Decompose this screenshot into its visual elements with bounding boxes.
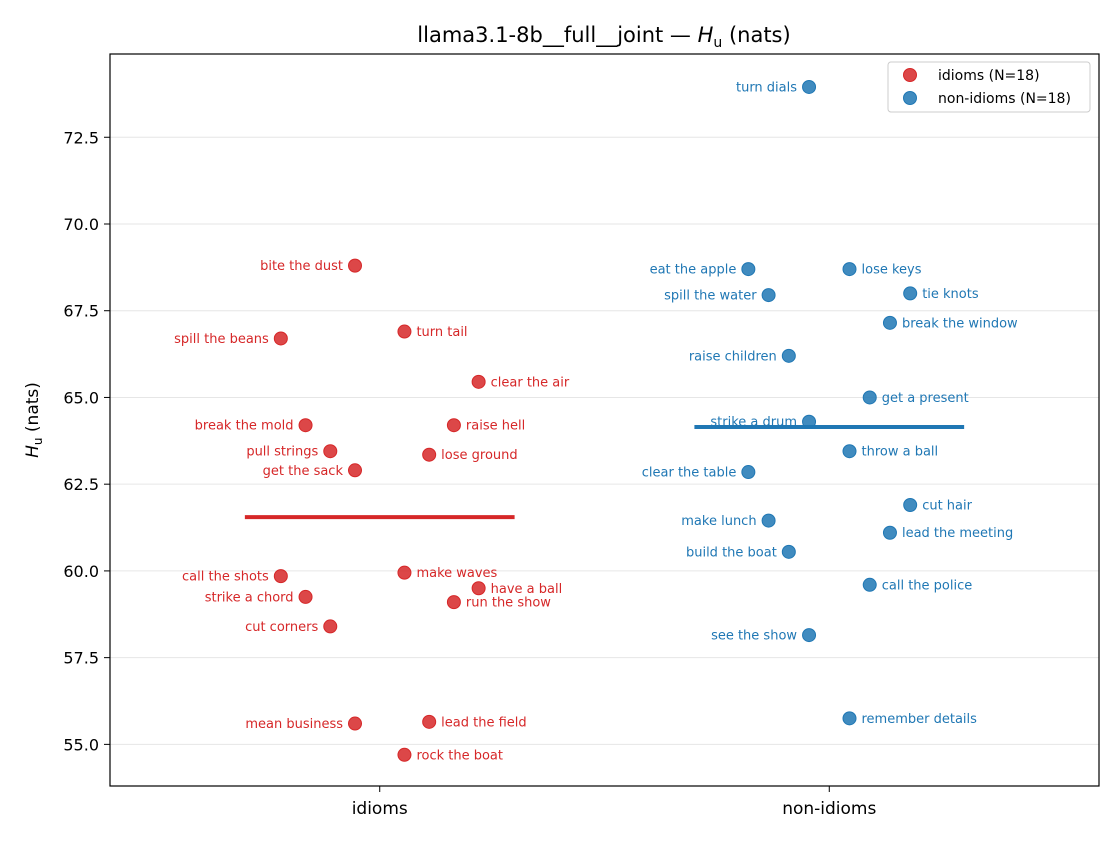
data-point — [903, 497, 918, 512]
legend: idioms (N=18) non-idioms (N=18) — [887, 61, 1091, 113]
data-point — [862, 390, 877, 405]
y-tick-label: 70.0 — [63, 215, 99, 234]
data-point — [422, 714, 437, 729]
point-label: tie knots — [922, 287, 979, 302]
point-label: mean business — [245, 717, 343, 732]
data-point — [422, 447, 437, 462]
point-label: break the mold — [195, 419, 294, 434]
x-tick-label: idioms — [352, 799, 408, 819]
point-label: clear the air — [491, 375, 570, 390]
point-label: call the shots — [182, 570, 269, 585]
y-tick-label: 60.0 — [63, 562, 99, 581]
data-point — [273, 331, 288, 346]
legend-marker — [903, 91, 917, 105]
data-point — [781, 348, 796, 363]
point-label: make lunch — [681, 514, 756, 529]
point-label: get the sack — [263, 464, 344, 479]
point-label: lose ground — [441, 448, 517, 463]
data-point — [446, 418, 461, 433]
data-point — [446, 595, 461, 610]
y-tick-label: 62.5 — [63, 475, 99, 494]
point-label: run the show — [466, 596, 551, 611]
point-label: turn dials — [736, 80, 797, 95]
point-label: spill the beans — [174, 332, 269, 347]
point-label: have a ball — [491, 582, 563, 597]
point-label: get a present — [882, 391, 969, 406]
data-point — [348, 716, 363, 731]
x-tick-label: non-idioms — [782, 799, 876, 819]
point-label: turn tail — [416, 325, 467, 340]
point-label: strike a chord — [205, 590, 294, 605]
point-label: strike a drum — [710, 415, 797, 430]
data-point — [323, 619, 338, 634]
point-label: see the show — [711, 629, 797, 644]
data-point — [348, 463, 363, 478]
legend-label: idioms (N=18) — [938, 68, 1040, 84]
data-point — [397, 565, 412, 580]
legend-label: non-idioms (N=18) — [938, 91, 1071, 107]
point-label: cut hair — [922, 498, 972, 513]
chart-title: llama3.1-8b__full__joint — Hu (nats) — [417, 23, 790, 51]
legend-marker — [903, 68, 917, 82]
point-label: lose keys — [862, 263, 922, 278]
data-point — [781, 544, 796, 559]
mean-lines — [244, 424, 965, 520]
data-point — [741, 262, 756, 277]
data-point — [397, 747, 412, 762]
data-point — [273, 569, 288, 584]
data-point — [323, 444, 338, 459]
data-point — [298, 418, 313, 433]
data-point — [397, 324, 412, 339]
data-point — [761, 288, 776, 303]
data-point — [471, 581, 486, 596]
y-tick-label: 55.0 — [63, 735, 99, 754]
data-point — [882, 525, 897, 540]
point-label: eat the apple — [650, 263, 737, 278]
data-point — [802, 79, 817, 94]
data-point — [348, 258, 363, 273]
data-point — [842, 262, 857, 277]
point-label: spill the water — [664, 289, 757, 304]
point-label: break the window — [902, 316, 1018, 331]
grid-lines — [110, 136, 1099, 745]
data-point — [882, 315, 897, 330]
point-label: raise hell — [466, 419, 525, 434]
point-labels: bite the dust spill the beans turn tail cle… — [174, 80, 1018, 763]
data-points — [273, 79, 918, 762]
data-point — [471, 374, 486, 389]
point-label: rock the boat — [416, 748, 503, 763]
point-label: remember details — [862, 712, 978, 727]
y-axis: 55.0 57.5 60.0 62.5 65.0 67.5 70.0 72.5 — [63, 128, 110, 754]
data-point — [862, 577, 877, 592]
data-point — [802, 628, 817, 643]
point-label: call the police — [882, 578, 973, 593]
y-tick-label: 72.5 — [63, 128, 99, 147]
y-tick-label: 65.0 — [63, 388, 99, 407]
data-point — [741, 465, 756, 480]
x-axis: idioms non-idioms — [352, 786, 876, 819]
data-point — [842, 444, 857, 459]
point-label: make waves — [416, 566, 497, 581]
data-point — [761, 513, 776, 528]
point-label: raise children — [689, 349, 777, 364]
point-label: bite the dust — [260, 259, 343, 274]
point-label: clear the table — [642, 466, 737, 481]
point-label: pull strings — [246, 445, 318, 460]
point-label: throw a ball — [862, 445, 939, 460]
point-label: lead the meeting — [902, 526, 1013, 541]
y-tick-label: 57.5 — [63, 649, 99, 668]
data-point — [298, 589, 313, 604]
point-label: build the boat — [686, 545, 777, 560]
plot-frame — [109, 53, 1100, 787]
legend-box — [887, 61, 1091, 113]
point-label: cut corners — [245, 620, 318, 635]
point-label: lead the field — [441, 715, 526, 730]
data-point — [842, 711, 857, 726]
data-point — [802, 414, 817, 429]
y-tick-label: 67.5 — [63, 302, 99, 321]
data-point — [903, 286, 918, 301]
y-axis-label: Hu (nats) — [23, 382, 45, 458]
